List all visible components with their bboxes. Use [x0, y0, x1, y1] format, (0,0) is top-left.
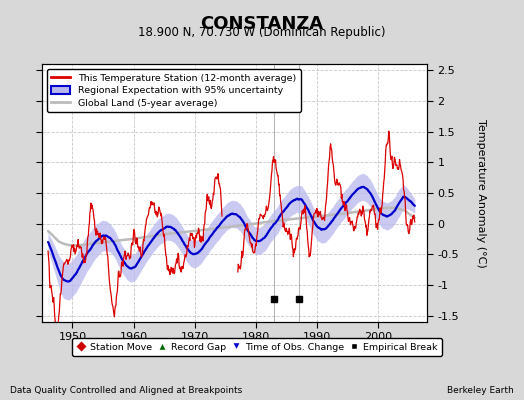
Legend: Station Move, Record Gap, Time of Obs. Change, Empirical Break: Station Move, Record Gap, Time of Obs. C…: [72, 338, 442, 356]
Text: CONSTANZA: CONSTANZA: [201, 15, 323, 33]
Legend: This Temperature Station (12-month average), Regional Expectation with 95% uncer: This Temperature Station (12-month avera…: [47, 69, 301, 112]
Text: Berkeley Earth: Berkeley Earth: [447, 386, 514, 395]
Y-axis label: Temperature Anomaly (°C): Temperature Anomaly (°C): [476, 119, 486, 267]
Text: Data Quality Controlled and Aligned at Breakpoints: Data Quality Controlled and Aligned at B…: [10, 386, 243, 395]
Text: 18.900 N, 70.730 W (Dominican Republic): 18.900 N, 70.730 W (Dominican Republic): [138, 26, 386, 39]
